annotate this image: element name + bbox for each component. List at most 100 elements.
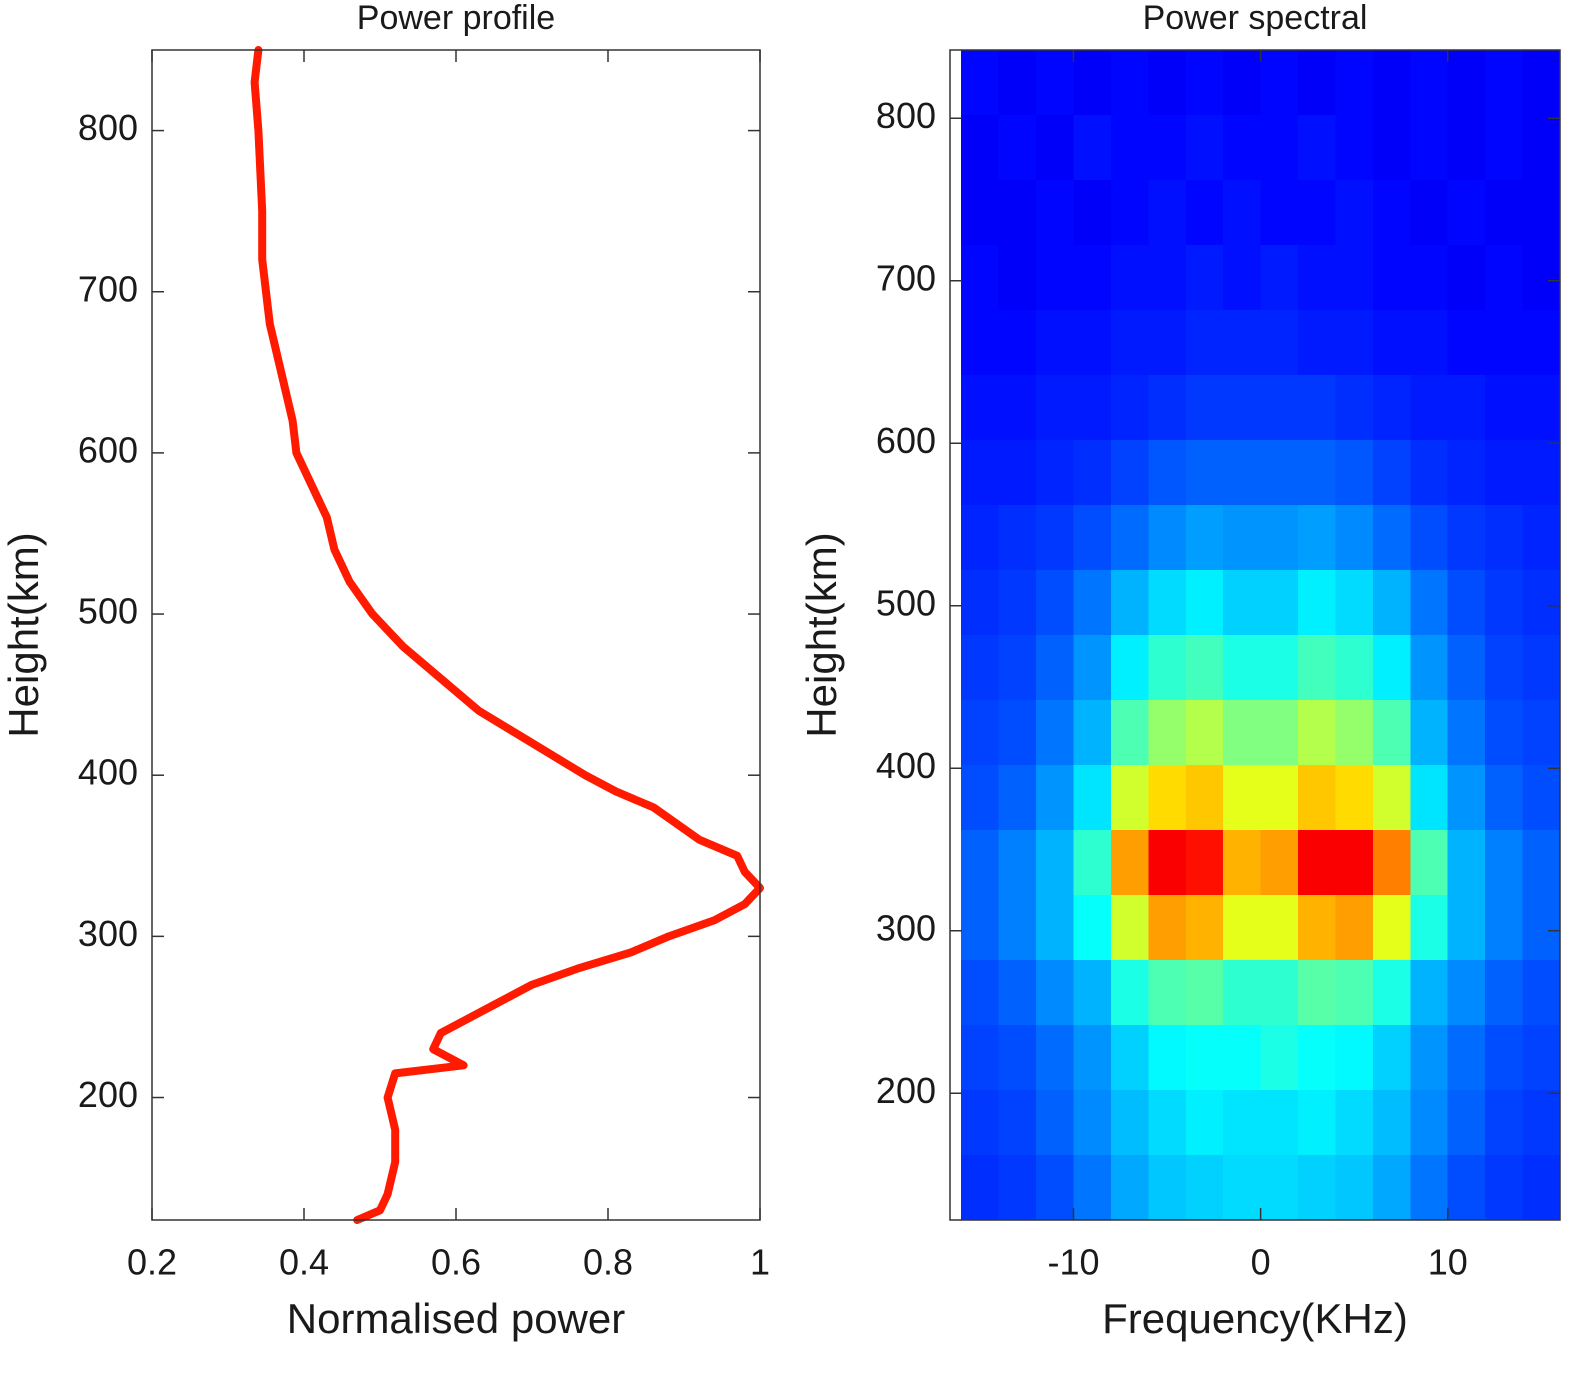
heat-cell: [1185, 50, 1224, 116]
heat-cell: [1335, 50, 1374, 116]
y-tick-label: 300: [78, 913, 138, 954]
heat-cell: [1223, 310, 1262, 376]
heat-cell: [1522, 765, 1560, 831]
x-tick-label: 1: [750, 1242, 770, 1283]
heat-cell: [1110, 960, 1149, 1026]
heat-cell: [1522, 115, 1560, 181]
heat-cell: [1485, 50, 1524, 116]
heat-cell: [1223, 440, 1262, 506]
heat-cell: [1335, 895, 1374, 961]
heat-cell: [1223, 960, 1262, 1026]
x-tick-label: 10: [1428, 1242, 1468, 1283]
heat-cell: [1260, 830, 1299, 896]
heat-cell: [1073, 1090, 1112, 1156]
heat-cell: [1073, 375, 1112, 441]
chart-title: Power profile: [357, 0, 555, 37]
heat-cell: [1522, 570, 1560, 636]
heat-cell: [1335, 830, 1374, 896]
heat-cell: [1110, 830, 1149, 896]
heat-cell: [1298, 375, 1336, 441]
heat-cell: [1447, 895, 1486, 961]
heat-cell: [1447, 830, 1486, 896]
heat-cell: [1447, 960, 1486, 1026]
heat-cell: [1260, 505, 1299, 571]
heat-cell: [1185, 245, 1224, 311]
heat-cell: [961, 830, 1000, 896]
heat-cell: [1036, 830, 1074, 896]
heat-cell: [961, 960, 1000, 1026]
heat-cell: [1260, 1090, 1299, 1156]
heat-cell: [1185, 895, 1224, 961]
x-tick-label: 0.4: [279, 1242, 329, 1283]
heat-cell: [1036, 765, 1074, 831]
heat-cell: [961, 245, 1000, 311]
heat-cell: [998, 1155, 1037, 1220]
heat-cell: [1522, 50, 1560, 116]
heat-cell: [1335, 960, 1374, 1026]
heat-cell: [1485, 570, 1524, 636]
y-tick-label: 200: [78, 1074, 138, 1115]
heat-cell: [998, 830, 1037, 896]
heat-cell: [1036, 1155, 1074, 1220]
heat-cell: [1148, 895, 1187, 961]
heat-cell: [1485, 960, 1524, 1026]
heat-cell: [961, 700, 1000, 766]
heat-cell: [1260, 700, 1299, 766]
heat-cell: [1260, 635, 1299, 701]
heat-cell: [1298, 830, 1336, 896]
heat-cell: [1148, 245, 1187, 311]
heat-cell: [1447, 1090, 1486, 1156]
y-tick-label: 300: [876, 907, 936, 948]
heat-cell: [1335, 570, 1374, 636]
heat-cell: [961, 1090, 1000, 1156]
heat-cell: [1485, 375, 1524, 441]
heat-cell: [1110, 1155, 1149, 1220]
heat-cell: [1372, 50, 1411, 116]
heat-cell: [1110, 570, 1149, 636]
heat-cell: [1335, 375, 1374, 441]
heat-cell: [1372, 440, 1411, 506]
heat-cell: [1447, 440, 1486, 506]
heat-cell: [1185, 960, 1224, 1026]
heat-cell: [1447, 570, 1486, 636]
heat-cell: [1036, 180, 1074, 246]
heat-cell: [1185, 570, 1224, 636]
y-tick-label: 600: [876, 420, 936, 461]
heat-cell: [1148, 960, 1187, 1026]
heat-cell: [1298, 1090, 1336, 1156]
heat-cell: [1522, 245, 1560, 311]
heat-cell: [1372, 635, 1411, 701]
heat-cell: [1447, 245, 1486, 311]
heat-cell: [1410, 960, 1449, 1026]
heat-cell: [1522, 375, 1560, 441]
x-tick-label: -10: [1047, 1242, 1099, 1283]
y-tick-label: 700: [78, 268, 138, 309]
heat-cell: [1522, 1090, 1560, 1156]
heat-cell: [1298, 50, 1336, 116]
heat-cell: [1223, 895, 1262, 961]
heat-cell: [1410, 180, 1449, 246]
heat-cell: [1148, 180, 1187, 246]
y-tick-label: 500: [78, 591, 138, 632]
heat-cell: [1447, 180, 1486, 246]
panel: 200 300 400 500 600 700 800 0.2 0.4 0.6 0.8 1 Power …: [0, 0, 770, 1342]
heat-cell: [1372, 960, 1411, 1026]
heat-cell: [1410, 1155, 1449, 1220]
heat-cell: [1485, 1155, 1524, 1220]
heat-cell: [1185, 635, 1224, 701]
heat-cell: [1110, 895, 1149, 961]
heat-cell: [1110, 375, 1149, 441]
heat-cell: [1335, 765, 1374, 831]
heat-cell: [1447, 1025, 1486, 1091]
heat-cell: [1485, 115, 1524, 181]
y-tick-label: 700: [876, 257, 936, 298]
heat-cell: [1522, 1025, 1560, 1091]
heat-cell: [1110, 50, 1149, 116]
heat-cell: [1298, 1025, 1336, 1091]
x-tick-label: 0.2: [127, 1242, 177, 1283]
heat-cell: [961, 375, 1000, 441]
heat-cell: [998, 310, 1037, 376]
heat-cell: [1447, 1155, 1486, 1220]
heat-cell: [1485, 505, 1524, 571]
